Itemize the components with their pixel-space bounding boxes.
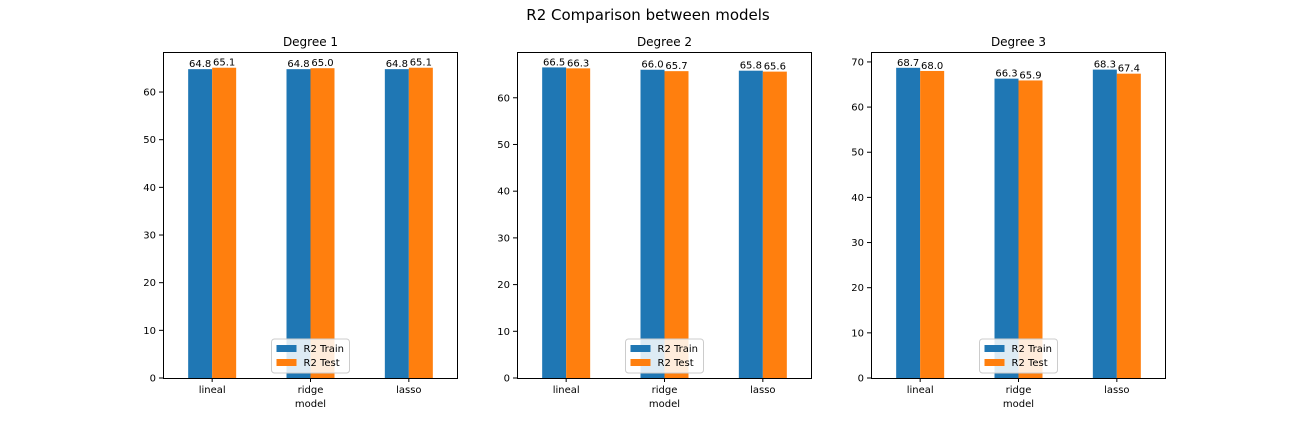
bar-value-label: 64.8 <box>386 59 408 70</box>
y-tick-label: 0 <box>150 374 156 385</box>
x-tick-label: lineal <box>553 385 580 396</box>
bar-r2-train <box>738 70 763 378</box>
subplot-title: Degree 1 <box>283 35 338 49</box>
bar-value-label: 64.8 <box>287 59 309 70</box>
legend-label: R2 Test <box>658 358 694 369</box>
bar-value-label: 65.1 <box>410 58 432 69</box>
y-tick-label: 20 <box>851 283 864 294</box>
x-tick-label: ridge <box>298 385 324 396</box>
y-tick-label: 50 <box>143 135 156 146</box>
y-tick-label: 0 <box>858 374 864 385</box>
bar-value-label: 65.0 <box>311 58 333 69</box>
bar-r2-test <box>762 71 787 379</box>
y-tick-label: 20 <box>497 280 510 291</box>
y-tick-label: 30 <box>851 238 864 249</box>
bar-r2-train <box>384 69 409 378</box>
legend-swatch-r2-test <box>276 359 297 366</box>
y-tick-label: 60 <box>143 88 156 99</box>
bar-r2-train <box>286 69 311 378</box>
x-tick-label: lineal <box>907 385 934 396</box>
y-tick-label: 30 <box>497 233 510 244</box>
y-tick-label: 20 <box>143 278 156 289</box>
legend-swatch-r2-test <box>630 359 651 366</box>
bar-r2-test <box>1116 73 1141 379</box>
legend-swatch-r2-train <box>630 345 651 352</box>
x-tick-label: ridge <box>1006 385 1032 396</box>
x-tick-label: ridge <box>652 385 678 396</box>
x-axis-label: model <box>1003 399 1034 410</box>
bar-value-label: 65.9 <box>1019 70 1041 81</box>
bar-value-label: 65.1 <box>213 58 235 69</box>
y-tick-label: 50 <box>851 148 864 159</box>
bar-r2-test <box>664 71 689 379</box>
bar-value-label: 65.7 <box>665 61 687 72</box>
y-tick-label: 70 <box>851 57 864 68</box>
bar-r2-train <box>994 78 1019 378</box>
x-tick-label: lasso <box>396 385 421 396</box>
bar-r2-train <box>188 69 213 378</box>
bar-r2-train <box>640 69 665 378</box>
legend-label: R2 Test <box>1012 358 1048 369</box>
subplot-title: Degree 2 <box>637 35 692 49</box>
bar-value-label: 68.7 <box>897 58 919 69</box>
y-tick-label: 30 <box>143 231 156 242</box>
bar-r2-train <box>896 67 921 379</box>
x-axis-label: model <box>295 399 326 410</box>
legend-swatch-r2-test <box>984 359 1005 366</box>
bar-value-label: 65.8 <box>740 61 762 72</box>
y-tick-label: 40 <box>143 183 156 194</box>
y-tick-label: 50 <box>497 140 510 151</box>
bar-r2-test <box>920 70 945 378</box>
bar-value-label: 64.8 <box>189 59 211 70</box>
y-tick-label: 0 <box>504 374 510 385</box>
axes-frame <box>163 52 458 379</box>
axes-frame <box>517 52 812 379</box>
bar-value-label: 67.4 <box>1118 64 1140 75</box>
y-tick-label: 10 <box>497 327 510 338</box>
figure-suptitle: R2 Comparison between models <box>526 6 770 24</box>
bar-r2-test <box>408 67 433 378</box>
bar-r2-test <box>310 68 335 378</box>
bar-value-label: 65.6 <box>764 62 786 73</box>
bar-r2-train <box>1092 69 1117 378</box>
bar-value-label: 68.3 <box>1094 60 1116 71</box>
bar-value-label: 66.3 <box>995 69 1017 80</box>
bar-r2-test <box>566 68 591 378</box>
y-tick-label: 10 <box>851 328 864 339</box>
bar-r2-test <box>1018 80 1043 378</box>
y-tick-label: 60 <box>497 93 510 104</box>
bar-value-label: 66.3 <box>567 58 589 69</box>
legend-swatch-r2-train <box>984 345 1005 352</box>
legend-label: R2 Train <box>658 344 698 355</box>
bar-value-label: 68.0 <box>921 61 943 72</box>
x-tick-label: lasso <box>750 385 775 396</box>
y-tick-label: 60 <box>851 103 864 114</box>
axes-frame <box>871 52 1166 379</box>
legend-label: R2 Train <box>304 344 344 355</box>
x-tick-label: lasso <box>1104 385 1129 396</box>
bar-r2-train <box>542 67 567 379</box>
bar-value-label: 66.5 <box>543 57 565 68</box>
y-tick-label: 10 <box>143 326 156 337</box>
legend-swatch-r2-train <box>276 345 297 352</box>
bar-value-label: 66.0 <box>641 60 663 71</box>
y-tick-label: 40 <box>497 187 510 198</box>
bar-r2-test <box>212 67 237 378</box>
y-tick-label: 40 <box>851 193 864 204</box>
x-tick-label: lineal <box>199 385 226 396</box>
x-axis-label: model <box>649 399 680 410</box>
legend-label: R2 Test <box>304 358 340 369</box>
subplot-title: Degree 3 <box>991 35 1046 49</box>
legend-label: R2 Train <box>1012 344 1052 355</box>
